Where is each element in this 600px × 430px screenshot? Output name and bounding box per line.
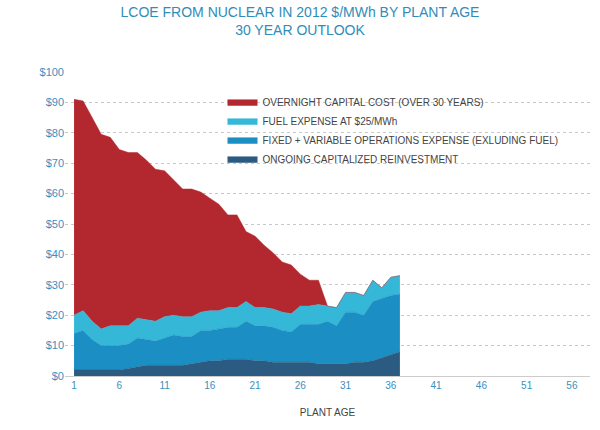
svg-text:41: 41 — [431, 380, 443, 391]
svg-text:$30: $30 — [46, 279, 64, 291]
svg-text:$60: $60 — [46, 187, 64, 199]
svg-text:LCOE FROM NUCLEAR IN 2012 $/MW: LCOE FROM NUCLEAR IN 2012 $/MWh BY PLANT… — [121, 4, 480, 38]
svg-text:FIXED + VARIABLE OPERATIONS EX: FIXED + VARIABLE OPERATIONS EXPENSE (EXL… — [263, 135, 559, 146]
svg-text:$0: $0 — [52, 370, 64, 382]
svg-text:ONGOING CAPITALIZED REINVESTME: ONGOING CAPITALIZED REINVESTMENT — [263, 154, 459, 165]
svg-text:31: 31 — [340, 380, 352, 391]
svg-text:56: 56 — [566, 380, 578, 391]
svg-text:$90: $90 — [46, 96, 64, 108]
svg-text:$70: $70 — [46, 157, 64, 169]
svg-text:16: 16 — [204, 380, 216, 391]
svg-text:6: 6 — [117, 380, 123, 391]
svg-text:$80: $80 — [46, 127, 64, 139]
svg-text:26: 26 — [295, 380, 307, 391]
svg-text:21: 21 — [250, 380, 262, 391]
svg-text:51: 51 — [521, 380, 533, 391]
svg-text:$40: $40 — [46, 248, 64, 260]
svg-text:46: 46 — [476, 380, 488, 391]
svg-text:FUEL EXPENSE AT $25/MWh: FUEL EXPENSE AT $25/MWh — [263, 116, 398, 127]
svg-text:$20: $20 — [46, 309, 64, 321]
svg-text:$50: $50 — [46, 218, 64, 230]
svg-text:36: 36 — [385, 380, 397, 391]
svg-text:1: 1 — [71, 380, 77, 391]
svg-text:11: 11 — [159, 380, 170, 391]
svg-text:$10: $10 — [46, 339, 64, 351]
svg-text:PLANT AGE: PLANT AGE — [300, 407, 356, 418]
svg-text:OVERNIGHT CAPITAL COST (OVER 3: OVERNIGHT CAPITAL COST (OVER 30 YEARS) — [263, 97, 484, 108]
svg-text:$100: $100 — [40, 66, 64, 78]
